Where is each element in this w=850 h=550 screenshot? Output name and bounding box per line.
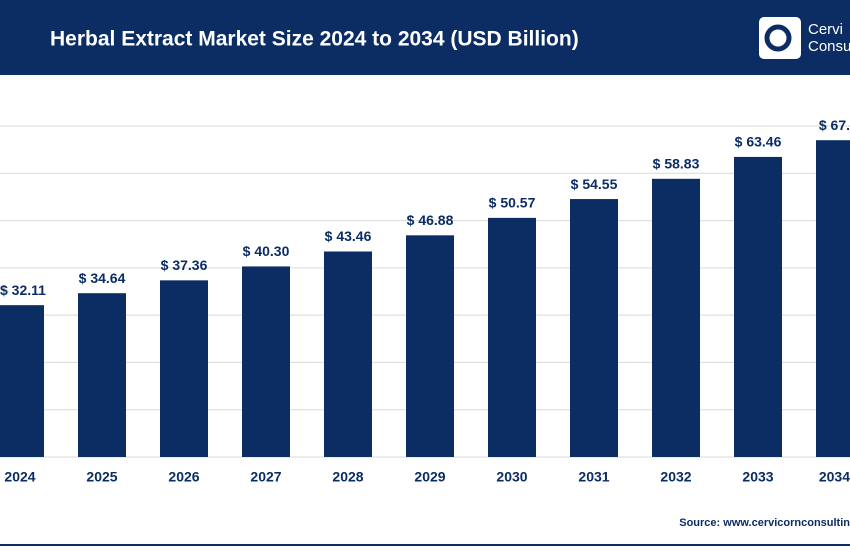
x-tick-label: 2031: [578, 469, 609, 485]
x-tick-label: 2033: [742, 469, 773, 485]
x-tick-label: 2026: [168, 469, 199, 485]
value-label: $ 63.46: [735, 134, 782, 150]
chart-title: Herbal Extract Market Size 2024 to 2034 …: [50, 28, 579, 51]
value-label: $ 37.36: [161, 257, 208, 273]
bar: [78, 293, 126, 457]
x-tick-label: 2034: [819, 469, 850, 485]
value-label: $ 32.11: [0, 282, 46, 298]
x-tick-label: 2024: [4, 469, 35, 485]
bar: [488, 217, 536, 457]
bar: [734, 156, 782, 457]
x-tick-label: 2032: [660, 469, 691, 485]
logo-text: Cervi: [808, 21, 843, 38]
value-label: $ 54.55: [571, 176, 618, 192]
x-tick-label: 2030: [496, 469, 527, 485]
logo-text: Consu: [808, 38, 850, 55]
value-label: $ 67.: [819, 117, 850, 133]
x-tick-label: 2028: [332, 469, 363, 485]
x-tick-label: 2029: [414, 469, 445, 485]
logo-icon: [759, 17, 801, 59]
x-tick-label: 2027: [250, 469, 281, 485]
value-label: $ 34.64: [79, 270, 126, 286]
bar: [324, 251, 372, 457]
bar: [816, 140, 850, 457]
x-tick-label: 2025: [86, 469, 117, 485]
title-banner: [0, 0, 850, 75]
value-label: $ 50.57: [489, 195, 536, 211]
bar: [0, 305, 44, 457]
source-note: Source: www.cervicornconsultin: [679, 517, 850, 529]
value-label: $ 58.83: [653, 156, 700, 172]
bar: [160, 280, 208, 457]
value-label: $ 46.88: [407, 212, 454, 228]
value-label: $ 40.30: [243, 243, 290, 259]
value-label: $ 43.46: [325, 228, 372, 244]
bar: [570, 199, 618, 457]
logo-ring: [764, 24, 792, 52]
bar: [406, 235, 454, 457]
bar: [652, 178, 700, 457]
bar: [242, 266, 290, 457]
